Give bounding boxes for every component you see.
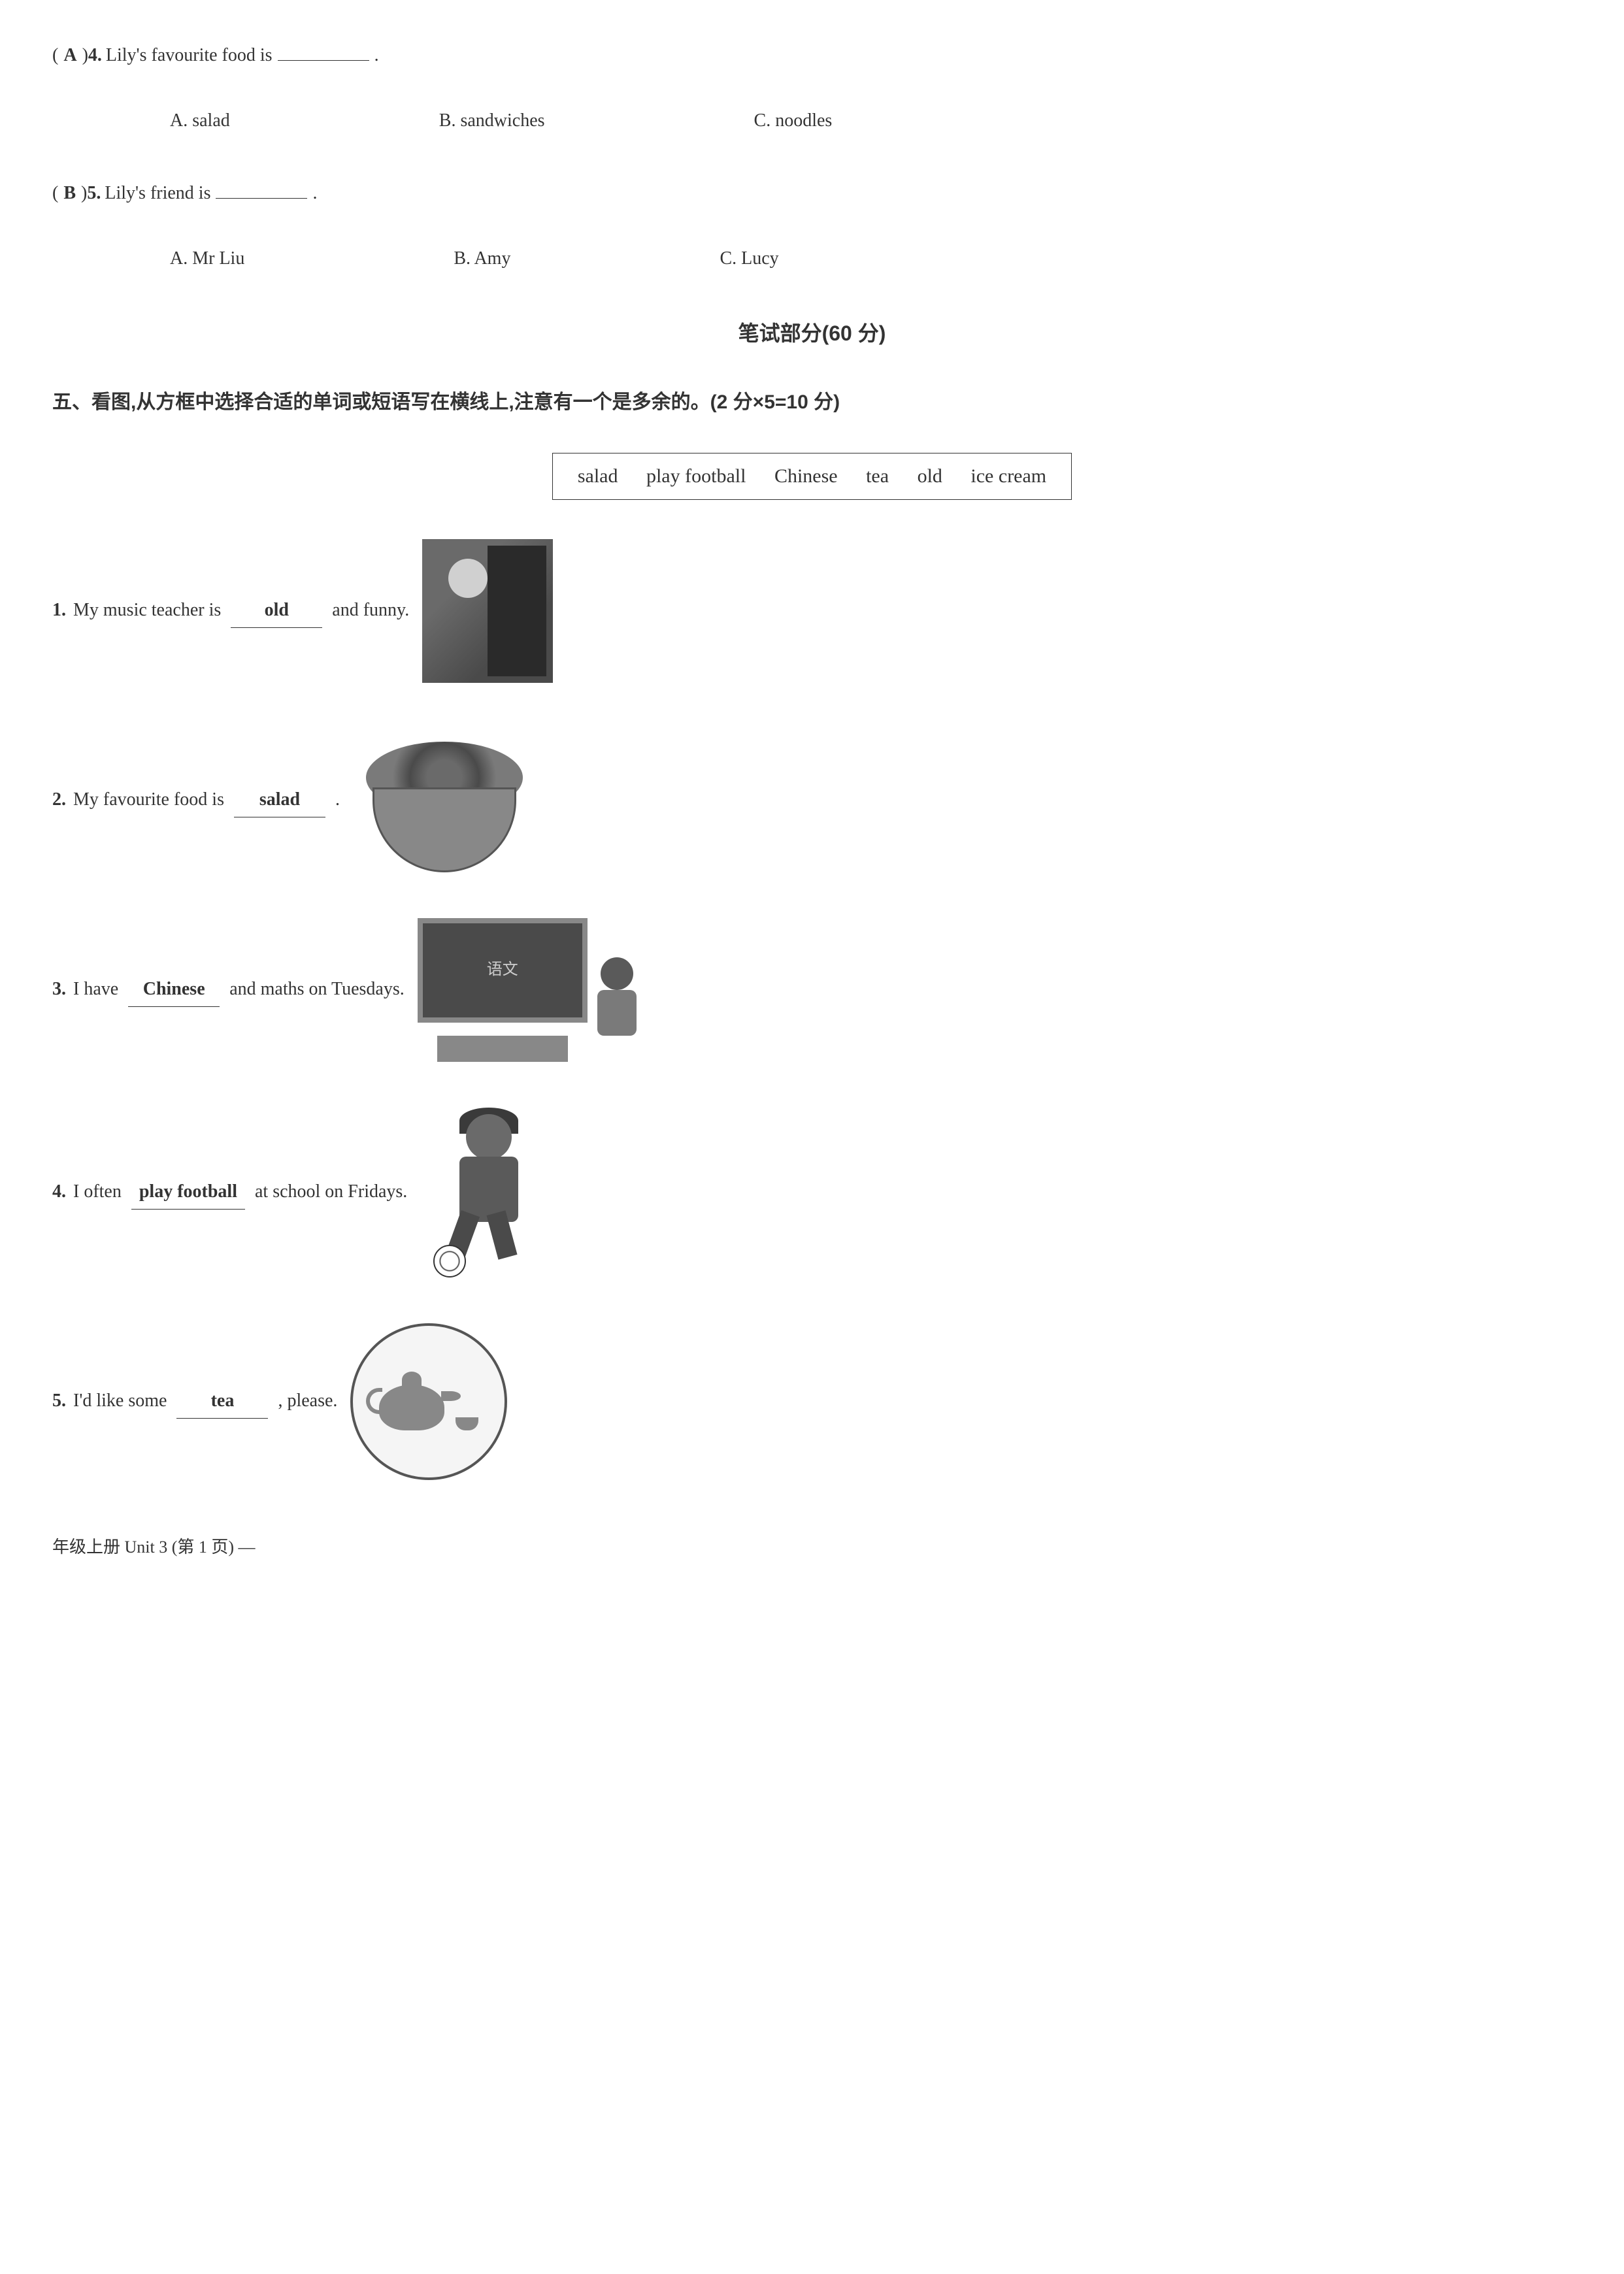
pq5-before: I'd like some <box>73 1391 167 1411</box>
page-footer: 年级上册 Unit 3 (第 1 页) — <box>52 1532 1572 1563</box>
tea-illustration <box>350 1323 507 1480</box>
q4-option-c: C. noodles <box>754 105 833 137</box>
pq1-answer: old <box>231 594 322 627</box>
salad-icon <box>353 729 536 872</box>
pq5-after: , please. <box>278 1391 337 1411</box>
paren-open: ( <box>52 177 58 210</box>
q5-answer: B <box>58 177 81 210</box>
q4-number: 4. <box>88 39 102 72</box>
pq4-number: 4. <box>52 1181 66 1202</box>
pq5-answer: tea <box>176 1385 268 1418</box>
q4-option-b: B. sandwiches <box>439 105 545 137</box>
picture-question-3: 3. I have Chinese and maths on Tuesdays.… <box>52 918 1572 1062</box>
pq3-after: and maths on Tuesdays. <box>229 979 405 999</box>
blackboard-icon: 语文 <box>418 918 640 1062</box>
picture-question-2: 2. My favourite food is salad . <box>52 729 1572 872</box>
pq3-number: 3. <box>52 979 66 999</box>
word-ice-cream: ice cream <box>970 465 1046 487</box>
word-chinese: Chinese <box>774 465 838 487</box>
blackboard-text: 语文 <box>423 923 582 984</box>
q5-text-after: . <box>312 177 317 210</box>
q5-number: 5. <box>87 177 101 210</box>
pq4-text: 4. I often play football at school on Fr… <box>52 1176 407 1209</box>
question-4-line: ( A ) 4. Lily's favourite food is . <box>52 39 1572 72</box>
pq1-before: My music teacher is <box>73 600 221 620</box>
question-5-line: ( B ) 5. Lily's friend is . <box>52 177 1572 210</box>
paren-close: ) <box>82 39 88 72</box>
picture-question-1: 1. My music teacher is old and funny. <box>52 539 1572 683</box>
paren-close: ) <box>81 177 87 210</box>
written-section-header: 笔试部分(60 分) <box>52 315 1572 353</box>
q4-blank <box>278 42 369 61</box>
q4-options: A. salad B. sandwiches C. noodles <box>170 105 1572 137</box>
pq5-text: 5. I'd like some tea , please. <box>52 1385 337 1418</box>
pq3-answer: Chinese <box>128 973 220 1006</box>
section5-title: 五、看图,从方框中选择合适的单词或短语写在横线上,注意有一个是多余的。(2 分×… <box>52 385 1572 420</box>
pq4-after: at school on Fridays. <box>255 1181 407 1202</box>
teacher-illustration <box>422 539 553 683</box>
pq4-before: I often <box>73 1181 122 1202</box>
q4-option-a: A. salad <box>170 105 230 137</box>
q5-option-c: C. Lucy <box>720 242 778 275</box>
picture-question-4: 4. I often play football at school on Fr… <box>52 1108 1572 1277</box>
football-illustration <box>420 1108 551 1277</box>
salad-illustration <box>353 729 536 872</box>
chinese-class-illustration: 语文 <box>418 918 640 1062</box>
word-salad: salad <box>578 465 618 487</box>
word-play-football: play football <box>646 465 746 487</box>
word-box-container: salad play football Chinese tea old ice … <box>52 453 1572 539</box>
pq3-before: I have <box>73 979 118 999</box>
teacher-icon <box>422 539 553 683</box>
q5-text-before: Lily's friend is <box>105 177 210 210</box>
paren-open: ( <box>52 39 58 72</box>
pq2-after: . <box>335 789 340 810</box>
word-box: salad play football Chinese tea old ice … <box>552 453 1072 500</box>
q4-text-before: Lily's favourite food is <box>106 39 273 72</box>
q4-text-after: . <box>374 39 379 72</box>
q5-option-a: A. Mr Liu <box>170 242 244 275</box>
q5-options: A. Mr Liu B. Amy C. Lucy <box>170 242 1572 275</box>
pq2-number: 2. <box>52 789 66 810</box>
q5-option-b: B. Amy <box>454 242 510 275</box>
pq3-text: 3. I have Chinese and maths on Tuesdays. <box>52 973 405 1006</box>
q5-blank <box>216 180 307 199</box>
pq2-answer: salad <box>234 783 325 817</box>
word-old: old <box>918 465 942 487</box>
pq1-after: and funny. <box>332 600 409 620</box>
pq4-answer: play football <box>131 1176 245 1209</box>
pq2-before: My favourite food is <box>73 789 224 810</box>
teapot-icon <box>350 1323 507 1480</box>
boy-football-icon <box>420 1108 551 1277</box>
picture-question-5: 5. I'd like some tea , please. <box>52 1323 1572 1480</box>
q4-answer: A <box>58 39 82 72</box>
pq5-number: 5. <box>52 1391 66 1411</box>
pq1-number: 1. <box>52 600 66 620</box>
pq1-text: 1. My music teacher is old and funny. <box>52 594 409 627</box>
word-tea: tea <box>866 465 889 487</box>
pq2-text: 2. My favourite food is salad . <box>52 783 340 817</box>
